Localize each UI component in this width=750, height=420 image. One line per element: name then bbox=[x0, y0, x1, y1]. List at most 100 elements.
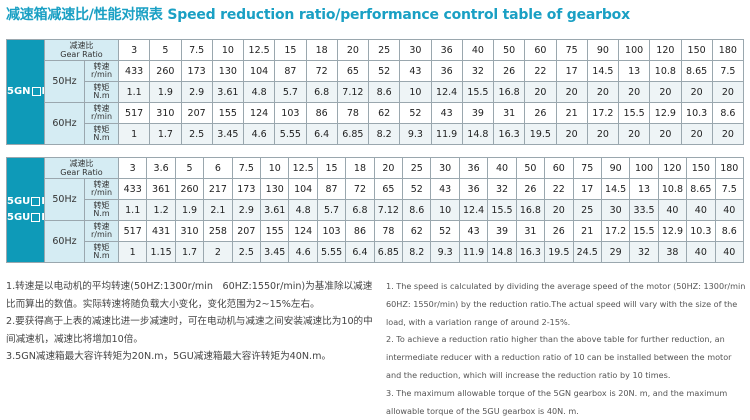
torque-cell: 15.5 bbox=[461, 81, 495, 103]
speed-cell: 14.5 bbox=[586, 60, 620, 82]
torque-cell: 20 bbox=[524, 81, 557, 103]
torque-cell: 1.9 bbox=[149, 81, 182, 103]
gearbox-table-5gn: 5GNK 减速比 Gear Ratio 357.51012.5151820253… bbox=[6, 39, 745, 145]
torque-cell: 2.1 bbox=[203, 199, 233, 221]
note-cn-2: 2.要获得高于上表的减速比进一步减速时，可在电动机与减速之间安装减速比为10的中… bbox=[6, 316, 373, 345]
torque-cell: 40 bbox=[686, 241, 716, 263]
speed-cell: 31 bbox=[492, 102, 526, 124]
hz50-speed-row: 50Hz 转速 r/min 433 260 173 130 104 87 72 65 52 43 36… bbox=[7, 60, 745, 103]
model-suffix: K bbox=[41, 196, 43, 207]
speed-cell: 86 bbox=[305, 102, 338, 124]
ratio-cell: 25 bbox=[402, 157, 432, 179]
torque-cell: 10 bbox=[399, 81, 432, 103]
torque-cell: 40 bbox=[714, 199, 745, 221]
model-suffix: KB bbox=[41, 212, 43, 223]
model-suffix: K bbox=[42, 86, 44, 97]
speed-cell: 17 bbox=[555, 60, 588, 82]
ratio-cell: 6 bbox=[203, 157, 233, 179]
speed-cell: 130 bbox=[260, 178, 290, 200]
speed-cell: 62 bbox=[402, 220, 432, 242]
speed-cell: 260 bbox=[174, 178, 205, 200]
ratio-cell: 12.5 bbox=[242, 39, 276, 61]
speed-label: 转速 r/min bbox=[84, 60, 119, 82]
note-en-1: 1. The speed is calculated by dividing t… bbox=[386, 281, 746, 327]
ratio-cell: 150 bbox=[686, 157, 716, 179]
torque-cell: 20 bbox=[680, 81, 713, 103]
ratio-cell: 180 bbox=[714, 157, 745, 179]
hz60-speed-row: 60Hz 转速 r/min 517 431 310 258 207 155 124 103 86 7… bbox=[7, 220, 745, 263]
torque-cell: 20 bbox=[649, 81, 682, 103]
speed-cell: 8.65 bbox=[686, 178, 716, 200]
ratio-row: 5GNK 减速比 Gear Ratio 357.51012.5151820253… bbox=[6, 39, 745, 145]
note-en-3: 3. The maximum allowable torque of the 5… bbox=[386, 387, 728, 416]
torque-cell: 8.6 bbox=[402, 199, 432, 221]
speed-cell: 87 bbox=[316, 178, 347, 200]
speed-cell: 8.6 bbox=[714, 220, 745, 242]
ratio-cell: 30 bbox=[399, 39, 432, 61]
ratio-cell: 90 bbox=[586, 39, 620, 61]
torque-cell: 20 bbox=[555, 123, 588, 145]
torque-cell: 20 bbox=[617, 81, 651, 103]
speed-cell: 173 bbox=[231, 178, 262, 200]
torque-cell: 20 bbox=[544, 199, 574, 221]
torque-cell: 2.5 bbox=[231, 241, 262, 263]
ratio-cell: 120 bbox=[657, 157, 688, 179]
speed-cell: 36 bbox=[430, 60, 463, 82]
torque-cell: 4.8 bbox=[242, 81, 276, 103]
speed-cell: 87 bbox=[274, 60, 307, 82]
torque-cell: 40 bbox=[714, 241, 745, 263]
speed-cell: 72 bbox=[305, 60, 338, 82]
ratio-cell: 30 bbox=[430, 157, 460, 179]
speed-cell: 26 bbox=[492, 60, 526, 82]
ratio-cell: 75 bbox=[572, 157, 602, 179]
torque-cell: 1.1 bbox=[117, 81, 151, 103]
speed-cell: 32 bbox=[487, 178, 517, 200]
ratio-cell: 90 bbox=[600, 157, 631, 179]
torque-cell: 1.1 bbox=[117, 199, 148, 221]
torque-cell: 2.5 bbox=[180, 123, 213, 145]
speed-cell: 52 bbox=[367, 60, 401, 82]
gear-ratio-en: Gear Ratio bbox=[60, 168, 103, 177]
note-cn-3: 3.5GN减速箱最大容许转矩为20N.m，5GU减速箱最大容许转矩为40N.m。 bbox=[6, 351, 332, 362]
ratio-cell: 12.5 bbox=[288, 157, 318, 179]
speed-cell: 104 bbox=[288, 178, 318, 200]
ratio-cell: 36 bbox=[458, 157, 489, 179]
ratio-cell: 150 bbox=[680, 39, 713, 61]
torque-cell: 1.15 bbox=[146, 241, 176, 263]
torque-cell: 14.8 bbox=[487, 241, 517, 263]
speed-cell: 207 bbox=[180, 102, 213, 124]
torque-cell: 25 bbox=[572, 199, 602, 221]
speed-cell: 8.65 bbox=[680, 60, 713, 82]
torque-cell: 10 bbox=[430, 199, 460, 221]
torque-cell: 9.3 bbox=[399, 123, 432, 145]
speed-cell: 17.2 bbox=[586, 102, 620, 124]
model-name: 5GU bbox=[7, 212, 31, 223]
ratio-cell: 40 bbox=[461, 39, 495, 61]
torque-cell: 5.55 bbox=[316, 241, 347, 263]
torque-cell: 8.6 bbox=[367, 81, 401, 103]
speed-cell: 431 bbox=[146, 220, 176, 242]
speed-cell: 17.2 bbox=[600, 220, 631, 242]
torque-cell: 1.2 bbox=[146, 199, 176, 221]
speed-cell: 21 bbox=[572, 220, 602, 242]
torque-label: 转矩 N.m bbox=[84, 81, 119, 103]
ratio-cell: 5 bbox=[149, 39, 182, 61]
torque-cell: 40 bbox=[657, 199, 688, 221]
torque-cell: 4.8 bbox=[288, 199, 318, 221]
speed-cell: 260 bbox=[149, 60, 182, 82]
speed-cell: 258 bbox=[203, 220, 233, 242]
speed-cell: 15.5 bbox=[629, 220, 659, 242]
torque-cell: 6.85 bbox=[373, 241, 404, 263]
torque-cell: 3.61 bbox=[260, 199, 290, 221]
torque-cell: 20 bbox=[586, 123, 620, 145]
ratio-cell: 100 bbox=[629, 157, 659, 179]
speed-cell: 10.3 bbox=[686, 220, 716, 242]
torque-cell: 6.8 bbox=[305, 81, 338, 103]
ratio-cell: 36 bbox=[430, 39, 463, 61]
gear-ratio-header: 减速比 Gear Ratio bbox=[44, 157, 119, 179]
speed-cell: 15.5 bbox=[617, 102, 651, 124]
ratio-cell: 15 bbox=[274, 39, 307, 61]
torque-cell: 16.3 bbox=[492, 123, 526, 145]
torque-cell: 19.5 bbox=[524, 123, 557, 145]
torque-cell: 20 bbox=[617, 123, 651, 145]
